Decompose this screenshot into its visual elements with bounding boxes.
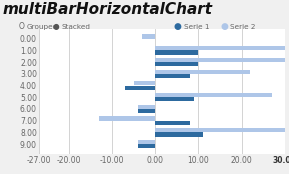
Text: Serie 1: Serie 1 <box>184 24 209 30</box>
Text: ●: ● <box>53 22 60 31</box>
Text: Grouped: Grouped <box>27 24 58 30</box>
Bar <box>155 93 272 97</box>
Bar <box>155 128 285 132</box>
Bar <box>134 81 155 85</box>
Bar <box>155 121 190 125</box>
Text: Stacked: Stacked <box>61 24 90 30</box>
Text: Serie 2: Serie 2 <box>230 24 255 30</box>
Bar <box>125 86 155 90</box>
Bar <box>155 97 194 101</box>
Bar <box>155 62 199 66</box>
Bar <box>155 132 203 137</box>
Bar <box>155 74 190 78</box>
Bar <box>138 109 155 113</box>
Text: multiBarHorizontalChart: multiBarHorizontalChart <box>3 2 213 17</box>
Bar <box>142 34 155 38</box>
Bar <box>155 58 285 62</box>
Bar <box>138 105 155 109</box>
Bar <box>138 144 155 148</box>
Text: ●: ● <box>174 22 182 31</box>
Bar <box>138 140 155 144</box>
Text: O: O <box>19 22 25 31</box>
Text: ●: ● <box>220 22 228 31</box>
Bar <box>155 46 285 50</box>
Bar <box>155 50 199 54</box>
Bar <box>155 70 250 74</box>
Bar <box>99 116 155 121</box>
